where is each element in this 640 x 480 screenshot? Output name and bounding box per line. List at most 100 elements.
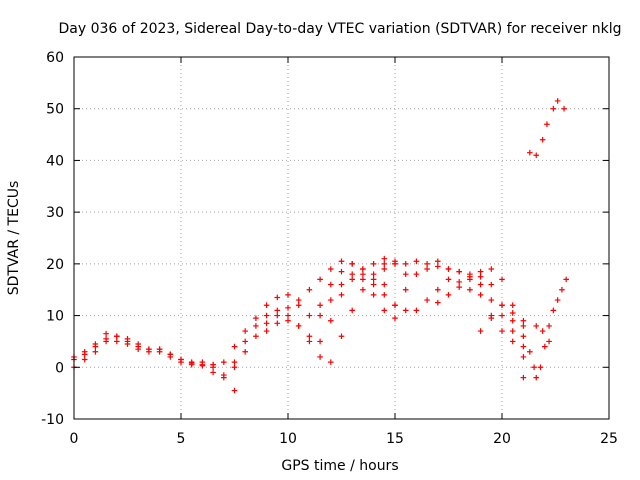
data-point	[402, 271, 409, 277]
data-point	[242, 328, 248, 334]
data-point	[435, 299, 441, 306]
data-point	[124, 338, 131, 345]
data-point	[488, 297, 495, 303]
data-point	[263, 328, 270, 334]
y-axis: -10 0 10 20 30 40 50 60	[41, 50, 609, 428]
chart-title: Day 036 of 2023, Sidereal Day-to-day VTE…	[59, 21, 622, 37]
data-point	[210, 361, 216, 368]
series-track-04	[210, 261, 388, 376]
grid-lines	[74, 57, 609, 419]
series-track-05	[221, 258, 409, 381]
data-point	[477, 268, 484, 275]
data-point	[554, 297, 561, 303]
y-tick-label: 10	[46, 309, 64, 325]
data-point	[317, 302, 323, 309]
data-point	[306, 333, 313, 340]
data-point	[381, 255, 388, 262]
x-tick-label: 10	[279, 431, 297, 447]
data-point	[546, 323, 552, 329]
series-track-16	[527, 98, 567, 159]
data-point	[253, 315, 259, 321]
data-point	[381, 307, 388, 314]
data-point	[199, 359, 206, 365]
data-point	[231, 343, 238, 350]
series-track-15	[533, 276, 569, 381]
data-point	[274, 320, 281, 327]
data-point	[349, 276, 355, 283]
series-track-09	[381, 258, 527, 350]
data-point	[370, 292, 377, 298]
x-axis: 0 5 10 15 20 25	[70, 57, 618, 447]
y-tick-label: 50	[46, 102, 64, 118]
data-point	[413, 271, 420, 277]
data-point	[533, 374, 540, 381]
data-point	[509, 317, 516, 324]
data-point	[424, 266, 430, 272]
y-tick-label: 60	[46, 50, 64, 66]
series-track-08	[317, 271, 398, 321]
data-point	[156, 346, 163, 352]
data-point	[317, 338, 323, 345]
data-point	[477, 273, 484, 280]
x-tick-label: 5	[177, 431, 186, 447]
x-tick-label: 25	[600, 431, 618, 447]
data-point	[81, 348, 88, 355]
data-point	[435, 286, 441, 293]
data-point	[285, 317, 291, 324]
series-track-13	[477, 302, 527, 334]
data-point	[381, 261, 388, 267]
data-point	[381, 292, 388, 298]
data-point	[392, 302, 398, 309]
series-track-03	[71, 330, 216, 368]
data-point	[488, 266, 495, 272]
data-point	[295, 323, 302, 329]
data-point	[499, 312, 505, 319]
data-point	[435, 258, 441, 265]
data-point	[274, 307, 281, 314]
series-track-11	[413, 268, 527, 360]
y-tick-label: 40	[46, 153, 64, 169]
data-point	[253, 323, 259, 329]
data-point	[456, 268, 462, 275]
data-point	[360, 271, 366, 277]
data-point	[537, 364, 544, 371]
series-track-07	[263, 261, 398, 365]
data-point	[231, 387, 238, 394]
data-point	[520, 354, 527, 360]
data-point	[413, 258, 420, 265]
data-point	[539, 328, 546, 334]
data-point	[306, 312, 313, 319]
data-point	[402, 307, 409, 314]
data-point	[424, 297, 430, 303]
data-point	[81, 356, 88, 363]
data-point	[114, 338, 120, 345]
data-point	[295, 297, 302, 303]
data-point	[274, 294, 281, 301]
data-point	[563, 276, 569, 283]
data-point	[544, 121, 550, 128]
data-point	[467, 286, 473, 293]
data-point	[317, 312, 323, 319]
data-point	[360, 286, 366, 293]
data-point	[328, 317, 334, 324]
data-point	[520, 317, 527, 324]
data-point	[231, 359, 238, 365]
data-point	[92, 348, 99, 355]
data-point	[488, 281, 495, 288]
x-tick-label: 20	[493, 431, 511, 447]
data-point	[338, 292, 345, 298]
data-point	[317, 354, 323, 360]
data-point	[531, 364, 537, 371]
data-point	[285, 305, 291, 311]
data-point	[146, 346, 152, 352]
data-point	[231, 364, 238, 371]
data-point	[103, 338, 109, 345]
data-point	[274, 312, 281, 319]
data-point	[285, 292, 291, 298]
data-point	[221, 374, 227, 381]
data-point	[456, 279, 462, 285]
data-point	[306, 338, 313, 345]
data-point	[328, 281, 334, 288]
data-point	[360, 276, 366, 283]
data-point	[253, 333, 259, 340]
